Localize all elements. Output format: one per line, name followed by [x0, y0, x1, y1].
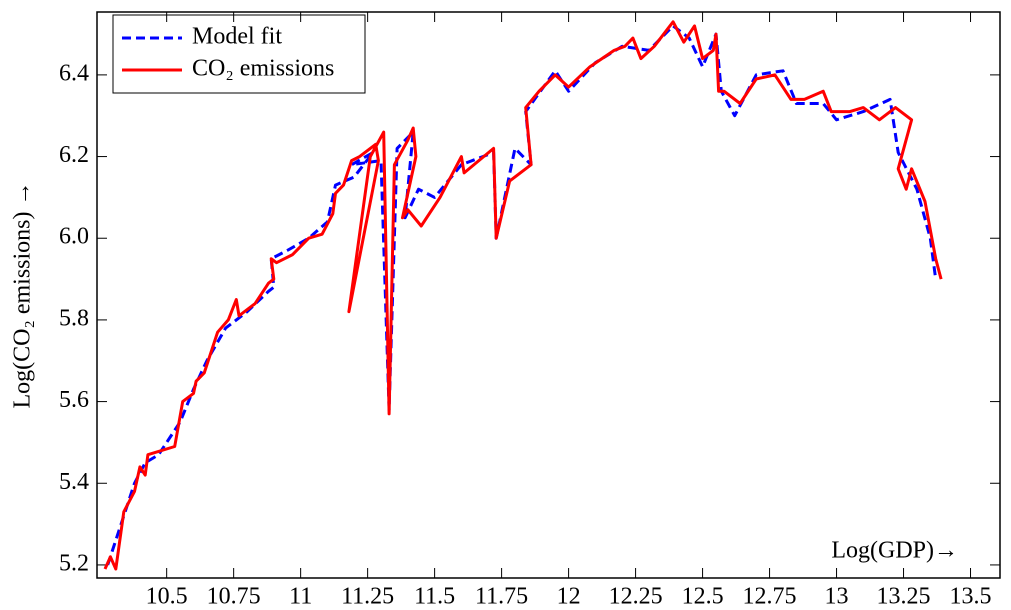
- y-tick-label: 5.4: [59, 469, 89, 495]
- x-tick-label: 12: [557, 584, 581, 610]
- x-tick-label: 12.75: [743, 584, 797, 610]
- series-line: [103, 20, 943, 571]
- x-tick-label: 13: [825, 584, 849, 610]
- legend-box: [112, 14, 366, 94]
- series-line: [106, 24, 938, 566]
- x-tick-label: 13.25: [877, 584, 931, 610]
- legend-label: CO₂ emissions: [192, 56, 334, 82]
- y-tick-label: 6.2: [59, 142, 89, 168]
- x-tick-label: 10.75: [207, 584, 261, 610]
- x-tick-label: 12.25: [609, 584, 663, 610]
- x-tick-label: 13.5: [950, 584, 992, 610]
- x-tick-label: 12.5: [682, 584, 724, 610]
- legend: [112, 14, 366, 94]
- x-tick-label: 11.75: [475, 584, 528, 610]
- y-tick-label: 6.0: [59, 224, 89, 250]
- legend-label: Model fit: [192, 24, 282, 50]
- x-tick-label: 10.5: [146, 584, 188, 610]
- y-tick-label: 5.2: [59, 550, 89, 576]
- y-tick-label: 6.4: [59, 60, 89, 86]
- x-axis-label: Log(GDP)→: [831, 538, 958, 564]
- y-axis-label: Log(CO₂ emissions) →: [10, 181, 36, 408]
- plot-frame: [96, 11, 1001, 579]
- x-tick-label: 11.5: [414, 584, 455, 610]
- y-tick-label: 5.8: [59, 305, 89, 331]
- y-tick-label: 5.6: [59, 387, 89, 413]
- x-tick-label: 11: [289, 584, 312, 610]
- x-tick-label: 11.25: [341, 584, 394, 610]
